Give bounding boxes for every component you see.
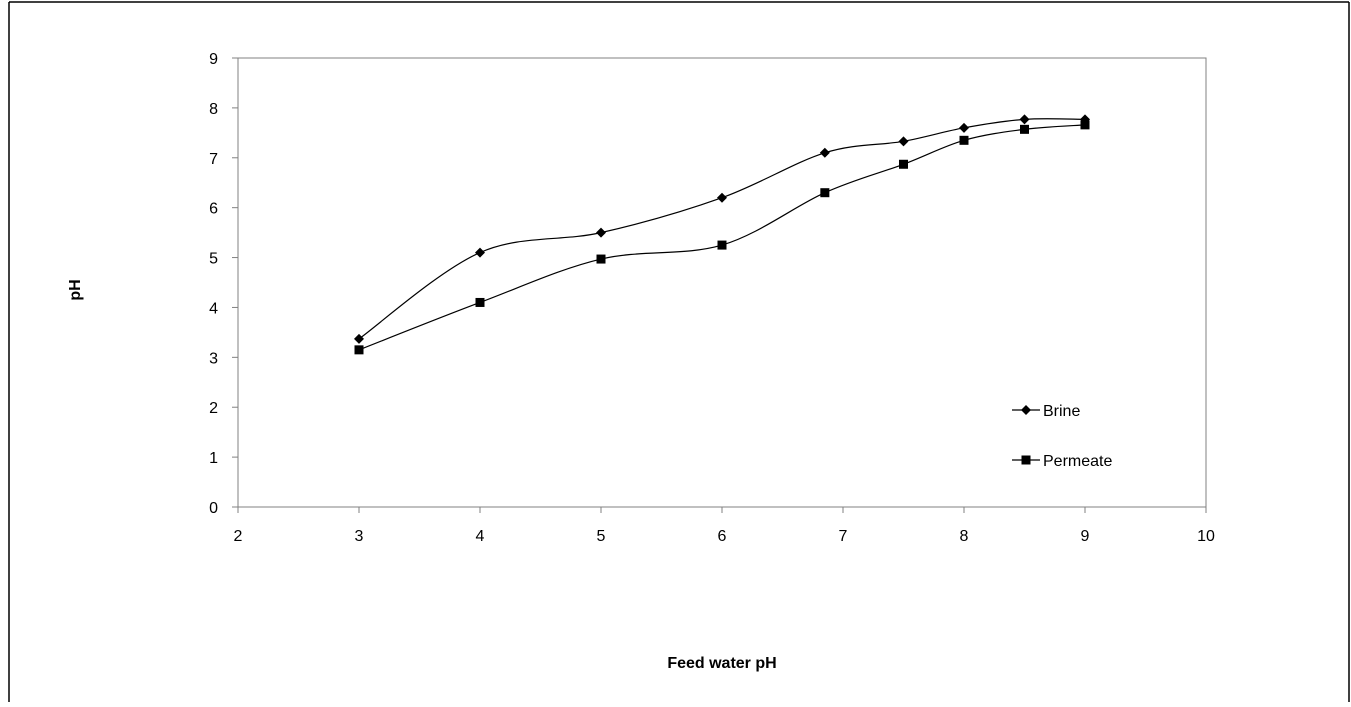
diamond-marker [959,122,969,133]
x-tick-label: 3 [355,528,364,545]
legend-item-permeate: Permeate [1012,453,1112,470]
diamond-marker [819,147,830,158]
square-marker [717,240,727,250]
series-line [358,124,1086,351]
plot-area [237,57,1207,508]
x-tick-label: 8 [960,528,969,545]
y-tick-label: 6 [209,201,218,218]
x-tick-label: 5 [597,528,606,545]
x-tick-label: 10 [1197,528,1215,545]
y-tick-label: 9 [209,51,218,68]
y-tick-label: 2 [209,400,218,417]
diamond-marker [1019,114,1030,125]
diamond-marker [475,247,485,258]
y-tick-label: 8 [209,101,218,118]
square-marker [899,159,908,169]
x-tick-label: 9 [1081,528,1090,545]
series-layer [354,114,1090,355]
axes: 2 3 4 5 6 7 8 9 10 0 1 2 3 4 5 6 7 8 9 [209,51,1215,545]
diamond-marker [354,333,364,344]
diamond-marker [717,192,727,203]
series-brine [354,114,1090,344]
square-marker [1080,120,1090,130]
x-tick-label: 6 [718,528,727,545]
x-tick-label: 2 [234,528,243,545]
y-tick-label: 4 [209,300,218,317]
legend-diamond-marker [1021,405,1031,415]
y-tick-label: 3 [209,350,218,367]
legend: Brine Permeate [1012,403,1112,470]
legend-item-brine: Brine [1012,403,1080,420]
square-marker [475,297,485,307]
y-tick-label: 5 [209,251,218,268]
legend-square-marker [1021,455,1031,465]
x-tick-label: 4 [476,528,485,545]
square-marker [1020,124,1029,134]
square-marker [820,188,830,198]
x-tick-label: 7 [839,528,848,545]
square-marker [354,345,364,355]
diamond-marker [596,227,606,238]
square-marker [596,254,606,264]
legend-label: Permeate [1043,453,1112,470]
y-tick-label: 0 [209,500,218,517]
y-axis-label: pH [67,279,84,300]
square-marker [959,135,969,145]
y-tick-label: 1 [209,450,218,467]
diamond-marker [898,136,909,147]
series-permeate [354,120,1090,355]
y-tick-label: 7 [209,151,218,168]
legend-label: Brine [1043,403,1080,420]
x-axis-label: Feed water pH [667,655,776,672]
